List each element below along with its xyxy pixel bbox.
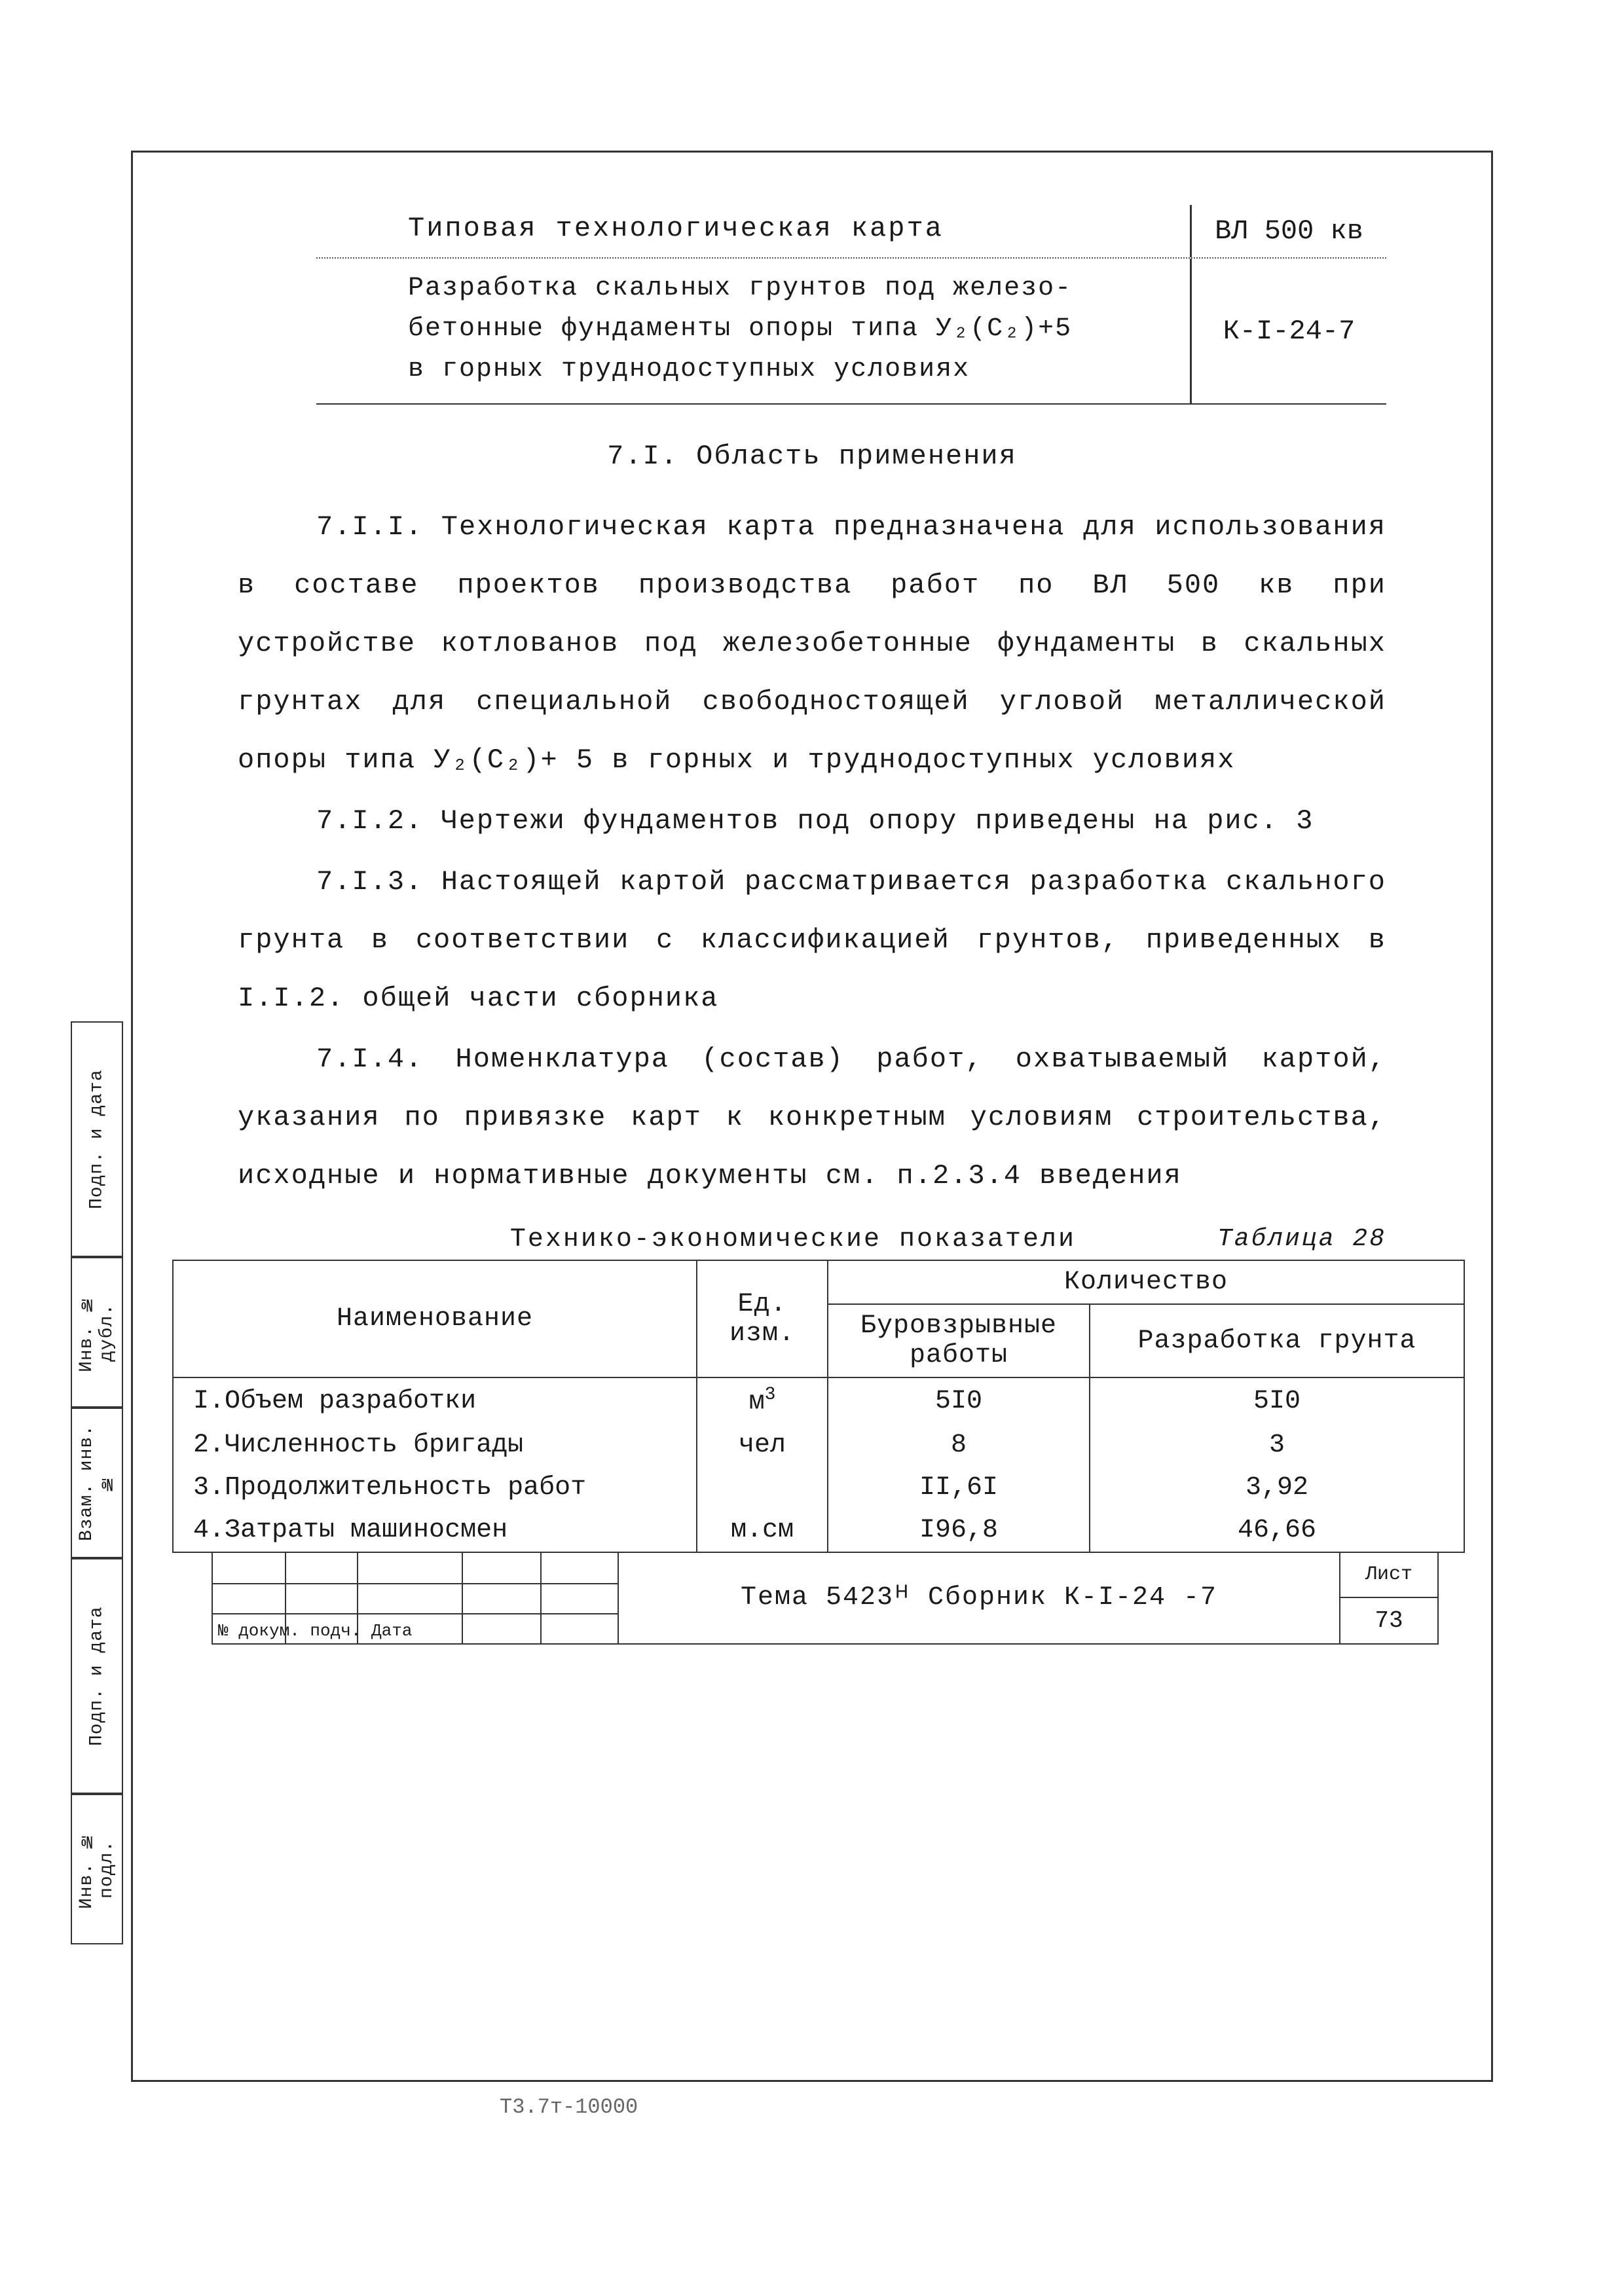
vl-code: ВЛ 500 кв (1190, 205, 1386, 257)
doc-description: Разработка скальных грунтов под железо- … (316, 259, 1190, 403)
page-number-block: Лист 73 (1339, 1553, 1437, 1643)
row-val-a: II,6I (828, 1467, 1090, 1509)
desc-line: бетонные фундаменты опоры типа У₂(С₂)+5 (408, 314, 1072, 344)
col-qty-a: Буровзрывные работы (828, 1304, 1090, 1377)
footer-center-text: Тема 5423ᴴ Сборник К-I-24 -7 (619, 1553, 1339, 1643)
desc-line: в горных труднодоступных условиях (408, 355, 970, 384)
paragraph: 7.I.2. Чертежи фундаментов под опору при… (238, 792, 1386, 850)
k-code: К-I-24-7 (1190, 259, 1386, 403)
header-box: Типовая технологическая карта ВЛ 500 кв … (316, 205, 1386, 405)
list-label: Лист (1340, 1553, 1437, 1598)
row-name: 2.Численность бригады (173, 1424, 697, 1467)
row-name: 3.Продолжительность работ (173, 1467, 697, 1509)
doc-title: Типовая технологическая карта (316, 205, 1190, 257)
page-frame: Типовая технологическая карта ВЛ 500 кв … (131, 151, 1493, 2082)
row-val-b: 5I0 (1090, 1377, 1464, 1423)
row-unit: чел (697, 1424, 828, 1467)
row-val-a: 8 (828, 1424, 1090, 1467)
table-wrap: Наименование Ед. изм. Количество Буровзр… (172, 1260, 1465, 1644)
row-unit: м.см (697, 1509, 828, 1552)
col-qty-b: Разработка грунта (1090, 1304, 1464, 1377)
tei-heading: Технико-экономические показатели (238, 1225, 1217, 1254)
side-label: Инв. № дубл. (71, 1257, 123, 1408)
side-label: Подп. и дата (71, 1021, 123, 1257)
desc-line: Разработка скальных грунтов под железо- (408, 274, 1072, 303)
col-name: Наименование (173, 1260, 697, 1377)
section-title: 7.I. Область применения (133, 441, 1491, 472)
page-number: 73 (1340, 1598, 1437, 1643)
revision-grid: № докум. подч. Дата (213, 1553, 619, 1643)
side-label: Подп. и дата (71, 1558, 123, 1794)
title-block: № докум. подч. Дата Тема 5423ᴴ Сборник К… (212, 1553, 1439, 1645)
body-text: 7.I.I. Технологическая карта предназначе… (238, 498, 1386, 1205)
side-label-strip: Подп. и дата Инв. № дубл. Взам. инв. № П… (71, 1021, 123, 2075)
tei-table: Наименование Ед. изм. Количество Буровзр… (172, 1260, 1465, 1552)
row-val-a: 5I0 (828, 1377, 1090, 1423)
row-val-b: 46,66 (1090, 1509, 1464, 1552)
row-val-b: 3,92 (1090, 1467, 1464, 1509)
row-val-b: 3 (1090, 1424, 1464, 1467)
revision-labels: № докум. подч. Дата (218, 1621, 412, 1641)
bottom-print-note: Т3.7т-10000 (500, 2095, 638, 2119)
tei-heading-row: Технико-экономические показатели Таблица… (133, 1225, 1491, 1254)
row-name: I.Объем разработки (173, 1377, 697, 1423)
side-label: Взам. инв. № (71, 1408, 123, 1558)
paragraph: 7.I.4. Номенклатура (состав) работ, охва… (238, 1030, 1386, 1205)
col-qty: Количество (828, 1260, 1464, 1304)
row-unit: м3 (697, 1377, 828, 1423)
paragraph: 7.I.I. Технологическая карта предназначе… (238, 498, 1386, 790)
paragraph: 7.I.3. Настоящей картой рассматривается … (238, 853, 1386, 1028)
row-name: 4.Затраты машиносмен (173, 1509, 697, 1552)
col-unit: Ед. изм. (697, 1260, 828, 1377)
table-number: Таблица 28 (1217, 1225, 1386, 1254)
side-label: Инв. № подл. (71, 1794, 123, 1944)
row-unit (697, 1467, 828, 1509)
row-val-a: I96,8 (828, 1509, 1090, 1552)
